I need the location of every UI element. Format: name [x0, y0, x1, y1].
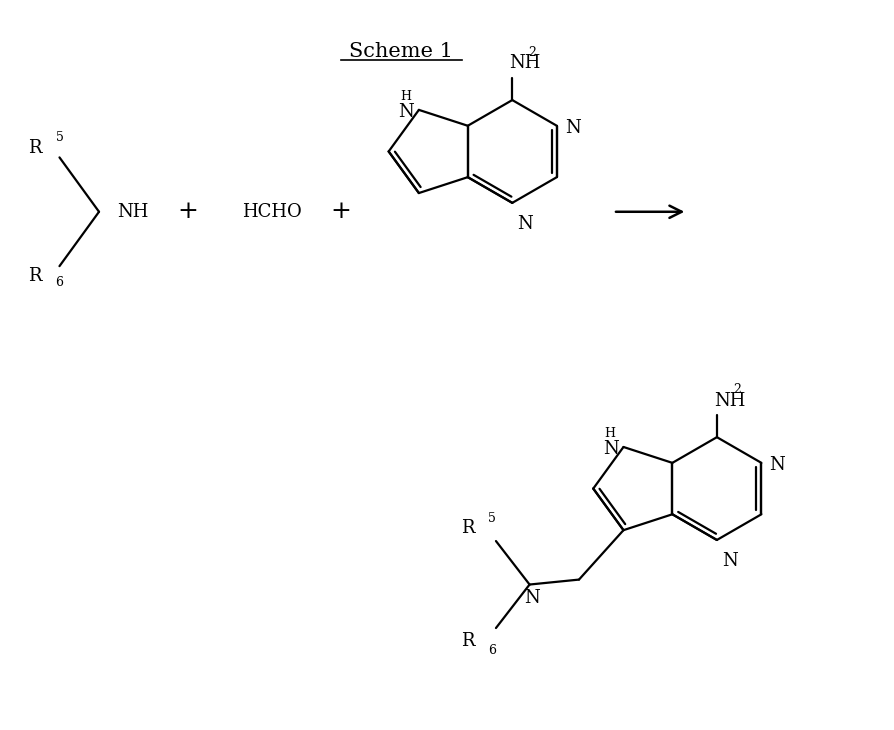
Text: N: N: [769, 456, 784, 474]
Text: R: R: [460, 519, 474, 537]
Text: NH: NH: [117, 203, 148, 220]
Text: R: R: [28, 139, 42, 156]
Text: NH: NH: [713, 391, 745, 410]
Text: R: R: [460, 632, 474, 650]
Text: N: N: [517, 215, 533, 233]
Text: 5: 5: [487, 512, 495, 525]
Text: NH: NH: [509, 55, 540, 72]
Text: N: N: [398, 103, 413, 121]
Text: 2: 2: [527, 46, 536, 59]
Text: N: N: [603, 440, 618, 458]
Text: H: H: [603, 426, 615, 439]
Text: Scheme 1: Scheme 1: [348, 42, 452, 61]
Text: R: R: [28, 267, 42, 285]
Text: N: N: [721, 552, 737, 570]
Text: +: +: [331, 200, 351, 223]
Text: 2: 2: [732, 383, 739, 396]
Text: +: +: [177, 200, 198, 223]
Text: N: N: [523, 590, 539, 607]
Text: HCHO: HCHO: [242, 203, 301, 220]
Text: 6: 6: [55, 277, 63, 290]
Text: 5: 5: [55, 131, 63, 144]
Text: N: N: [564, 119, 580, 137]
Text: 6: 6: [487, 645, 495, 657]
Text: H: H: [400, 90, 410, 102]
